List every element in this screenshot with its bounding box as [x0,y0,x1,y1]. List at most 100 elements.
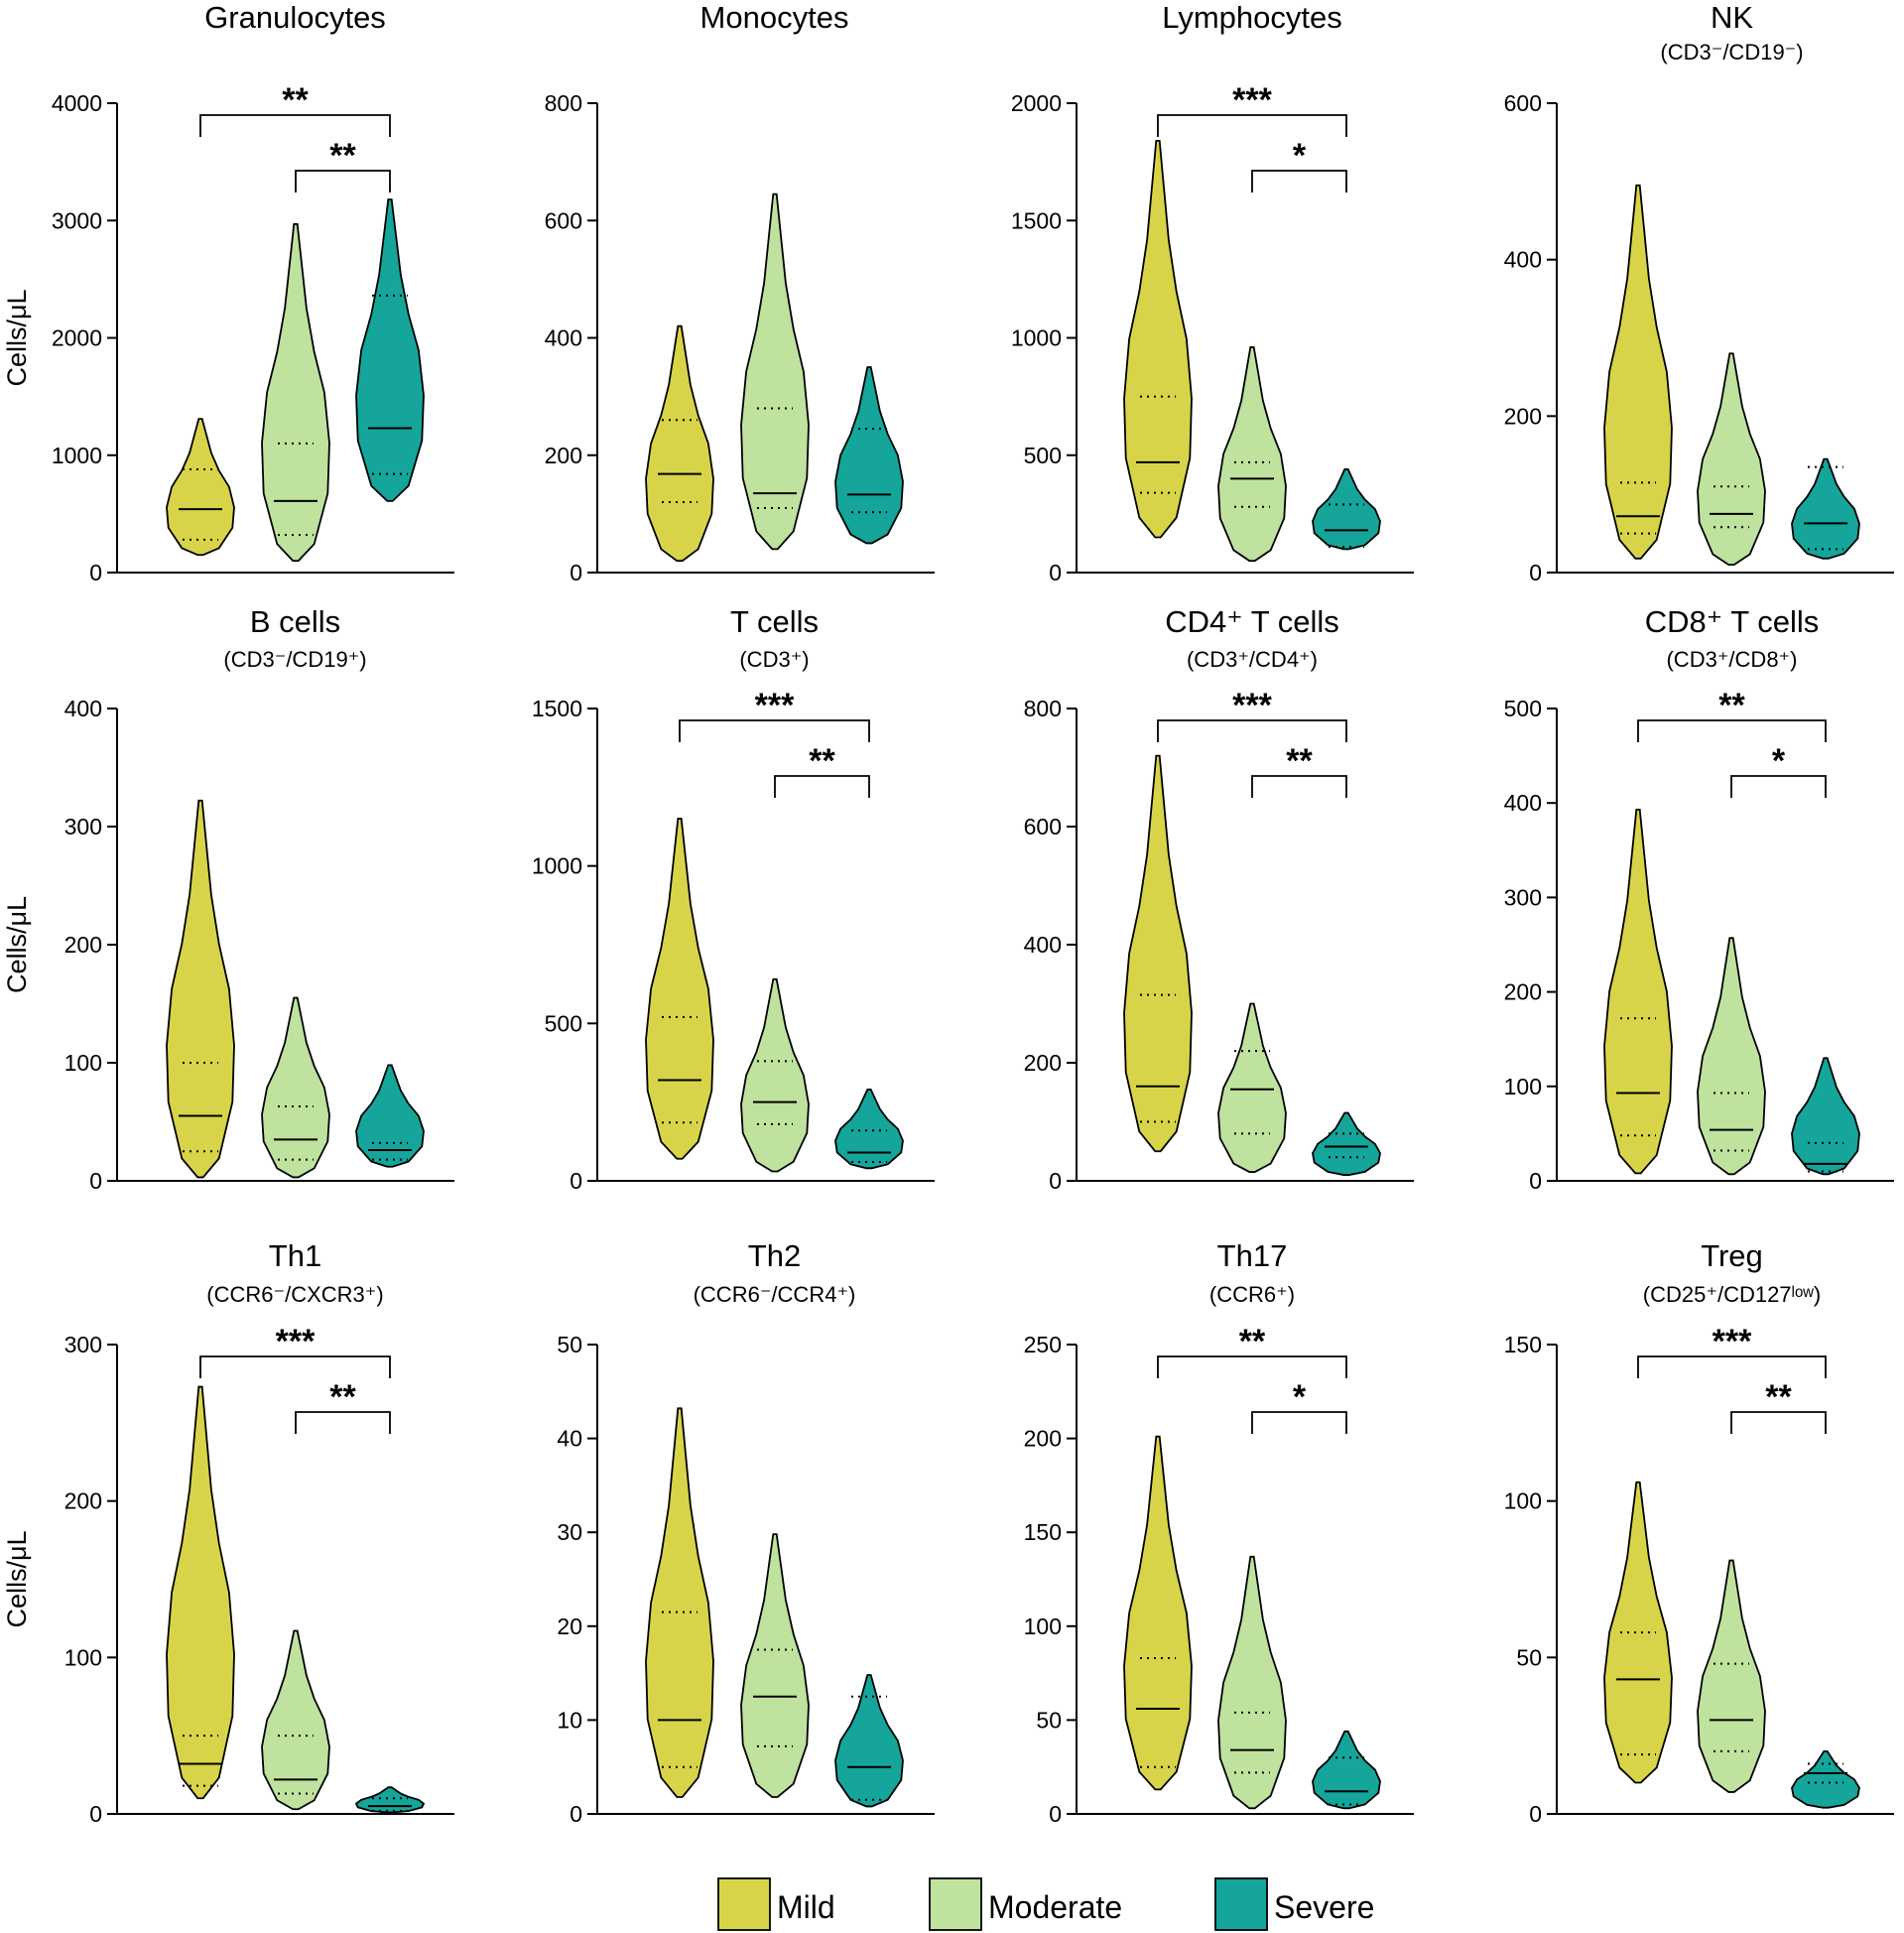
y-tick-label: 400 [64,696,102,721]
y-tick-label: 150 [1504,1332,1542,1357]
y-tick-label: 10 [557,1707,582,1733]
violin-severe [1791,457,1860,560]
panel-title: Monocytes [700,0,849,35]
y-tick-label: 200 [1024,1050,1062,1076]
violin-mild [1123,1435,1193,1791]
panel-cd8-t-cells: CD8⁺ T cells (CD3⁺/CD8⁺) 0 100 200 300 400 500 *… [1504,604,1894,1194]
violin-moderate [1697,352,1766,567]
y-tick-label: 500 [1504,696,1542,721]
violin-severe [1791,1750,1860,1809]
significance-label: ** [1765,1378,1792,1416]
panel-title: Treg [1701,1238,1763,1273]
violin-mild [645,324,714,563]
significance-label: ** [1718,687,1745,724]
significance-bracket [1637,1355,1827,1378]
y-axis-label: Cells/μL [2,289,32,386]
significance-bracket [1251,170,1347,193]
legend-label-severe: Severe [1274,1889,1374,1925]
y-tick-label: 0 [1049,1801,1062,1827]
significance-label: * [1293,1378,1307,1416]
violin-moderate [261,1629,330,1811]
violin-mild [1123,754,1193,1153]
significance-label: ** [1286,742,1313,780]
significance-bracket [1157,719,1347,742]
significance-bracket [1637,719,1827,742]
y-tick-label: 0 [89,1168,102,1194]
panel-subtitle: (CCR6⁻/CCR4⁺) [694,1282,856,1307]
significance-label: * [1772,742,1786,780]
y-tick-label: 30 [557,1519,582,1545]
panel-title: Th2 [748,1238,801,1273]
violin-severe [355,198,425,502]
panel-subtitle: (CD3⁺) [739,647,809,672]
y-tick-label: 300 [64,1332,102,1357]
legend-swatch-mild [717,1877,771,1931]
y-tick-label: 100 [64,1050,102,1076]
violin-severe [834,366,904,545]
y-tick-label: 500 [1024,443,1062,468]
y-tick-label: 2000 [1011,90,1062,116]
y-tick-label: 0 [570,1168,582,1194]
violin-moderate [1697,937,1766,1176]
legend-item-mild: Mild [717,1877,835,1931]
panel-title: T cells [730,604,819,639]
significance-label: ** [329,137,356,175]
violin-mild [166,1385,235,1800]
violin-moderate [740,193,810,551]
panel-title: Th17 [1217,1238,1288,1273]
y-tick-label: 2000 [52,325,102,351]
panel-title: CD4⁺ T cells [1165,604,1338,639]
y-tick-label: 200 [1504,403,1542,429]
significance-bracket [199,114,391,137]
y-tick-label: 20 [557,1613,582,1639]
panel-title: Lymphocytes [1162,0,1342,35]
significance-bracket [1157,1355,1347,1378]
y-tick-label: 200 [1504,979,1542,1005]
panel-title: NK [1711,0,1753,35]
panel-subtitle: (CD3⁻/CD19⁻) [1660,40,1803,64]
significance-label: ** [282,81,309,119]
y-tick-label: 300 [1504,884,1542,910]
panel-subtitle: (CD25⁺/CD127ˡᵒʷ) [1643,1282,1821,1307]
y-tick-label: 1500 [1011,207,1062,233]
violin-severe [834,1089,904,1170]
significance-label: *** [1713,1323,1752,1360]
violin-moderate [1217,1555,1287,1810]
violin-mild [1603,184,1673,560]
violin-mild [1603,1481,1673,1784]
legend-label-mild: Mild [777,1889,835,1925]
significance-label: * [1293,137,1307,175]
y-tick-label: 50 [1516,1644,1542,1670]
y-tick-label: 100 [64,1644,102,1670]
significance-label: *** [1232,687,1272,724]
y-tick-label: 200 [64,1488,102,1514]
panel-monocytes: Monocytes 0 200 400 600 800 [545,0,935,585]
panel-subtitle: (CCR6⁺) [1209,1282,1295,1307]
significance-bracket [774,775,870,798]
y-tick-label: 1000 [1011,325,1062,351]
legend-item-severe: Severe [1214,1877,1374,1931]
significance-bracket [199,1355,391,1378]
y-tick-label: 250 [1024,1332,1062,1357]
panel-title: Granulocytes [204,0,386,35]
y-tick-label: 500 [545,1010,582,1036]
y-tick-label: 0 [89,560,102,585]
violin-mild [1603,808,1673,1175]
legend-item-moderate: Moderate [929,1877,1122,1931]
y-tick-label: 800 [1024,696,1062,721]
y-tick-label: 1000 [532,853,582,879]
panel-subtitle: (CD3⁺/CD4⁺) [1187,647,1318,672]
significance-bracket [1251,775,1347,798]
y-tick-label: 0 [1049,1168,1062,1194]
violin-moderate [261,996,330,1179]
y-tick-label: 800 [545,90,582,116]
y-tick-label: 400 [1024,932,1062,958]
legend-swatch-moderate [929,1877,982,1931]
y-tick-label: 0 [570,560,582,585]
y-tick-label: 0 [1049,560,1062,585]
significance-label: ** [329,1378,356,1416]
violin-mild [645,1407,714,1798]
significance-bracket [1157,114,1347,137]
panel-title: Th1 [269,1238,321,1273]
